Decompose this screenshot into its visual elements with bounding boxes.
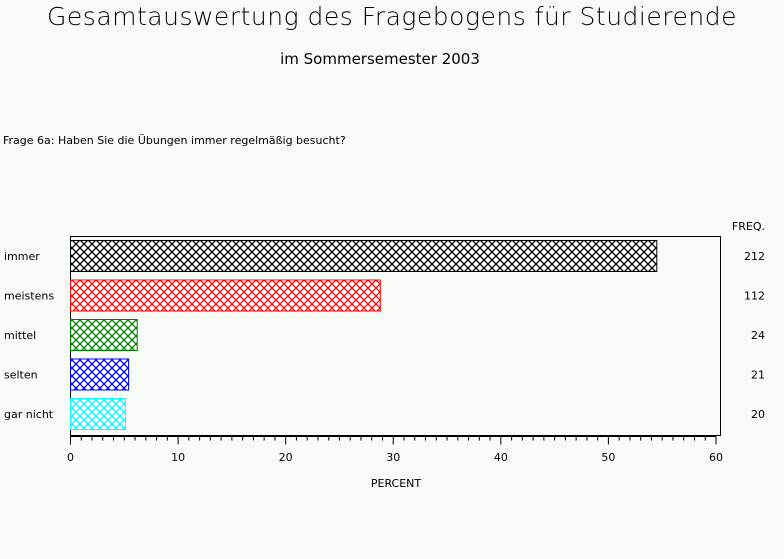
frequency-label: 24 <box>751 329 765 342</box>
page-title: Gesamtauswertung des Fragebogens für Stu… <box>47 2 737 31</box>
page-subtitle: im Sommersemester 2003 <box>280 50 480 68</box>
frequency-label: 20 <box>751 408 765 421</box>
x-tick-label: 20 <box>279 451 293 464</box>
x-axis-label: PERCENT <box>371 477 422 490</box>
bar-0 <box>70 240 658 272</box>
bar-1 <box>70 279 381 312</box>
category-label: meistens <box>4 290 54 303</box>
frequency-label: 21 <box>751 369 765 382</box>
bar-4 <box>70 398 126 430</box>
frequency-label: 212 <box>744 250 765 263</box>
bar-3 <box>70 358 130 391</box>
category-label: immer <box>4 250 40 263</box>
x-tick-label: 10 <box>171 451 185 464</box>
x-tick-label: 0 <box>67 451 74 464</box>
x-tick-label: 40 <box>494 451 508 464</box>
x-tick-label: 50 <box>601 451 615 464</box>
bar-2 <box>70 319 138 351</box>
category-label: selten <box>4 369 38 382</box>
freq-header: FREQ. <box>732 220 765 233</box>
x-tick-label: 30 <box>386 451 400 464</box>
category-label: mittel <box>4 329 36 342</box>
x-tick-label: 60 <box>709 451 723 464</box>
question-text: Frage 6a: Haben Sie die Übungen immer re… <box>3 134 346 147</box>
frequency-label: 112 <box>744 290 765 303</box>
category-label: gar nicht <box>4 408 54 421</box>
